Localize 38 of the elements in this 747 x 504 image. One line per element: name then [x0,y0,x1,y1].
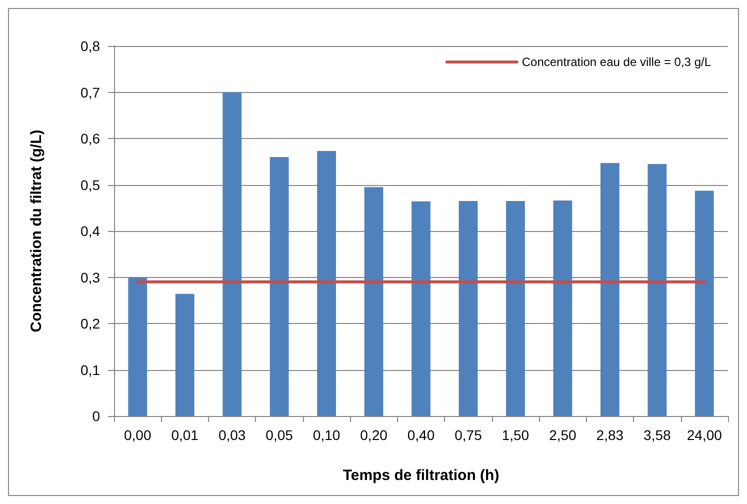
bar [648,164,667,416]
bar [364,187,384,416]
x-tick-label: 0,40 [407,427,435,443]
bar [694,190,714,416]
y-tick-label: 0,5 [80,176,100,193]
bar [317,150,336,416]
bar [270,157,289,416]
x-tick-label: 24,00 [686,427,722,443]
x-tick-label: 3,58 [644,427,671,443]
y-axis-title: Concentration du filtrat (g/L) [28,130,45,332]
x-tick-label: 0,10 [312,427,340,443]
x-tick-label: 0,75 [454,427,482,443]
y-tick-label: 0,3 [80,269,100,286]
x-tick-label: 1,50 [502,427,530,443]
bar [458,200,478,416]
y-tick-label: 0,7 [80,84,100,100]
bar [506,200,525,416]
bar [175,294,194,416]
x-tick-label: 0,20 [360,427,388,443]
text: Concentration eau de ville = 0,3 g/L [522,55,712,69]
x-tick-label: 0,05 [266,427,294,443]
x-axis-title: Temps de filtration (h) [342,467,500,484]
x-tick-label: 2,83 [596,427,624,443]
y-tick-label: 0,6 [80,130,100,146]
y-tick-label: 0,8 [80,38,100,54]
x-tick-label: 0,01 [171,427,199,443]
x-tick-label: 0,03 [218,427,246,443]
y-tick-label: 0,1 [80,362,100,378]
y-tick-label: 0,4 [80,223,100,239]
bar [412,201,430,416]
bar [553,200,572,416]
x-tick-label: 2,50 [549,427,577,443]
y-tick-label: 0 [92,408,100,424]
bar [128,277,148,416]
x-tick-label: 0,00 [124,427,152,443]
bar [222,92,242,416]
y-tick-label: 0,2 [80,316,100,332]
bar [600,163,620,416]
